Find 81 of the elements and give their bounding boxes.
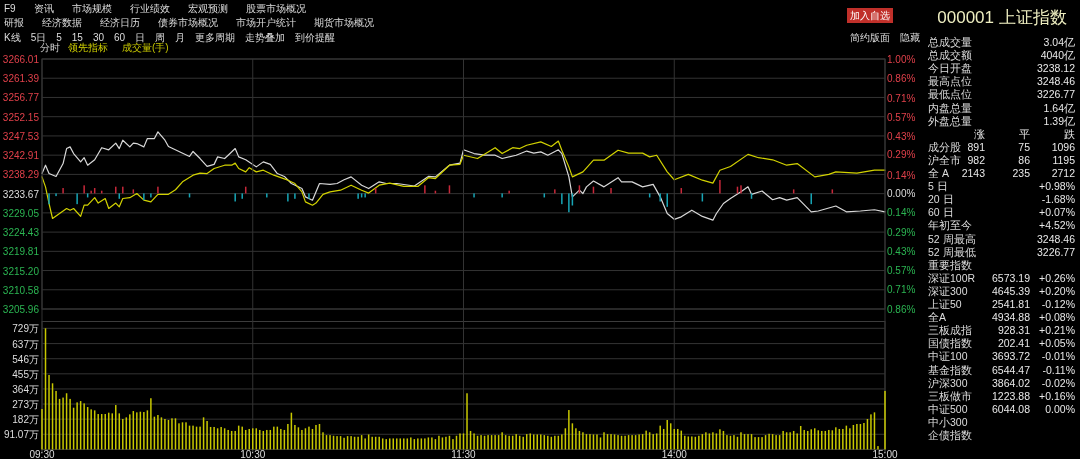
y2-tick-label: 0.29% <box>887 227 916 239</box>
text: 三板成指 928.31 +0.21% <box>928 324 1075 337</box>
text: 重要指数 <box>928 258 972 271</box>
y-tick-label: 3205.96 <box>2 304 40 315</box>
text: 52 周最高 3248.46 <box>928 232 1075 245</box>
text: 52 周最低 3226.77 <box>928 245 1075 258</box>
text: 三板做市 1223.88 +0.16% <box>928 389 1075 402</box>
text: 加入自选 <box>850 10 890 21</box>
text: 今日开盘 3238.12 <box>928 62 1075 75</box>
x-tick-label: 09:30 <box>29 449 55 459</box>
text: F9 资讯 市场规模 行业绩效 宏观预测 股票市场概况 <box>4 3 306 14</box>
text: 60 日 +0.07% <box>928 206 1075 219</box>
y2-tick-label: 0.71% <box>887 92 916 104</box>
y-tick-label: 3242.91 <box>2 150 40 162</box>
text: 研报 经济数据 经济日历 债券市场概况 市场开户统计 期货市场概况 <box>4 17 374 28</box>
y2-tick-label: 0.43% <box>887 130 916 142</box>
y2-tick-label: 0.86% <box>887 72 916 84</box>
y2-tick-label: 0.14% <box>887 169 916 181</box>
y-tick-label: 3252.15 <box>2 111 40 123</box>
y2-tick-label: 1.00% <box>887 54 916 65</box>
y2-tick-label: 0.57% <box>887 111 916 123</box>
y-tick-label: 3210.58 <box>2 284 40 296</box>
y2-tick-label: 0.86% <box>887 304 916 315</box>
y2-tick-label: 0.43% <box>887 246 916 258</box>
text: 深证300 4645.39 +0.20% <box>928 284 1075 297</box>
y-tick-label: 729万 <box>12 323 39 335</box>
text: 年初至今 +4.52% <box>928 219 1075 232</box>
text: K线 5日 5 15 30 60 日 周 月 更多周期 走势叠加 到价提醒 <box>4 32 336 43</box>
y-tick-label: 3219.81 <box>2 246 40 258</box>
text: 全A 4934.88 +0.08% <box>928 311 1075 324</box>
text: 中证100 3693.72 -0.01% <box>928 350 1075 363</box>
text: 中小300 <box>928 415 968 428</box>
text: 成分股 891 75 1096 <box>928 140 1075 153</box>
text: 国债指数 202.41 +0.05% <box>928 337 1075 350</box>
y-tick-label: 3266.01 <box>2 54 40 65</box>
text: 涨 平 跌 <box>974 127 1075 140</box>
text: 中证500 6044.08 0.00% <box>928 402 1075 415</box>
y2-tick-label: 0.00% <box>887 188 916 200</box>
y-tick-label: 3224.43 <box>2 227 40 239</box>
y-tick-label: 364万 <box>12 383 39 395</box>
text: 5 日 +0.98% <box>928 180 1075 193</box>
y-tick-label: 273万 <box>12 399 39 411</box>
text: 总成交量 3.04亿 <box>928 36 1075 48</box>
y2-tick-label: 0.71% <box>887 283 916 295</box>
y2-tick-label: 0.57% <box>887 265 916 277</box>
text: 全 A 2143 235 2712 <box>928 167 1075 179</box>
text: 内盘总量 1.64亿 <box>928 101 1075 114</box>
x-tick-label: 10:30 <box>240 449 266 459</box>
text: 上证50 2541.81 -0.12% <box>928 298 1075 310</box>
text: 最低点位 3226.77 <box>928 88 1075 101</box>
text: 20 日 -1.68% <box>928 193 1075 206</box>
y-tick-label: 3229.05 <box>2 207 40 219</box>
text: 总成交额 4040亿 <box>928 49 1075 62</box>
text: 分时 <box>40 42 60 53</box>
y-tick-label: 91.07万 <box>3 429 39 441</box>
x-tick-label: 15:00 <box>872 449 898 459</box>
y2-tick-label: 0.14% <box>887 207 916 219</box>
text: 沪全市 982 86 1195 <box>928 153 1075 166</box>
text: 深证100R 6573.19 +0.26% <box>928 271 1075 284</box>
y-tick-label: 455万 <box>12 368 39 380</box>
text: 沪深300 3864.02 -0.02% <box>928 376 1075 389</box>
y-tick-label: 3247.53 <box>2 130 40 142</box>
text: 成交量(手) <box>122 42 169 53</box>
y-tick-label: 3256.77 <box>2 92 40 104</box>
x-tick-label: 14:00 <box>661 449 688 459</box>
y-tick-label: 3233.67 <box>2 188 40 200</box>
y-tick-label: 546万 <box>12 353 39 365</box>
text: 最高点位 3248.46 <box>928 75 1075 88</box>
y-tick-label: 3215.20 <box>2 265 40 277</box>
text: 基金指数 6544.47 -0.11% <box>928 363 1075 376</box>
y-tick-label: 637万 <box>12 338 39 350</box>
x-tick-label: 11:30 <box>451 449 477 459</box>
y-tick-label: 3261.39 <box>2 73 40 85</box>
y-tick-label: 182万 <box>12 414 39 426</box>
text: 外盘总量 1.39亿 <box>928 114 1075 127</box>
text: 简约版面 隐藏 <box>850 32 920 43</box>
text: 领先指标 <box>68 42 108 53</box>
y2-tick-label: 0.29% <box>887 149 916 161</box>
y-tick-label: 3238.29 <box>2 169 40 181</box>
text: 企债指数 <box>928 429 972 441</box>
text: 000001 上证指数 <box>937 8 1067 27</box>
